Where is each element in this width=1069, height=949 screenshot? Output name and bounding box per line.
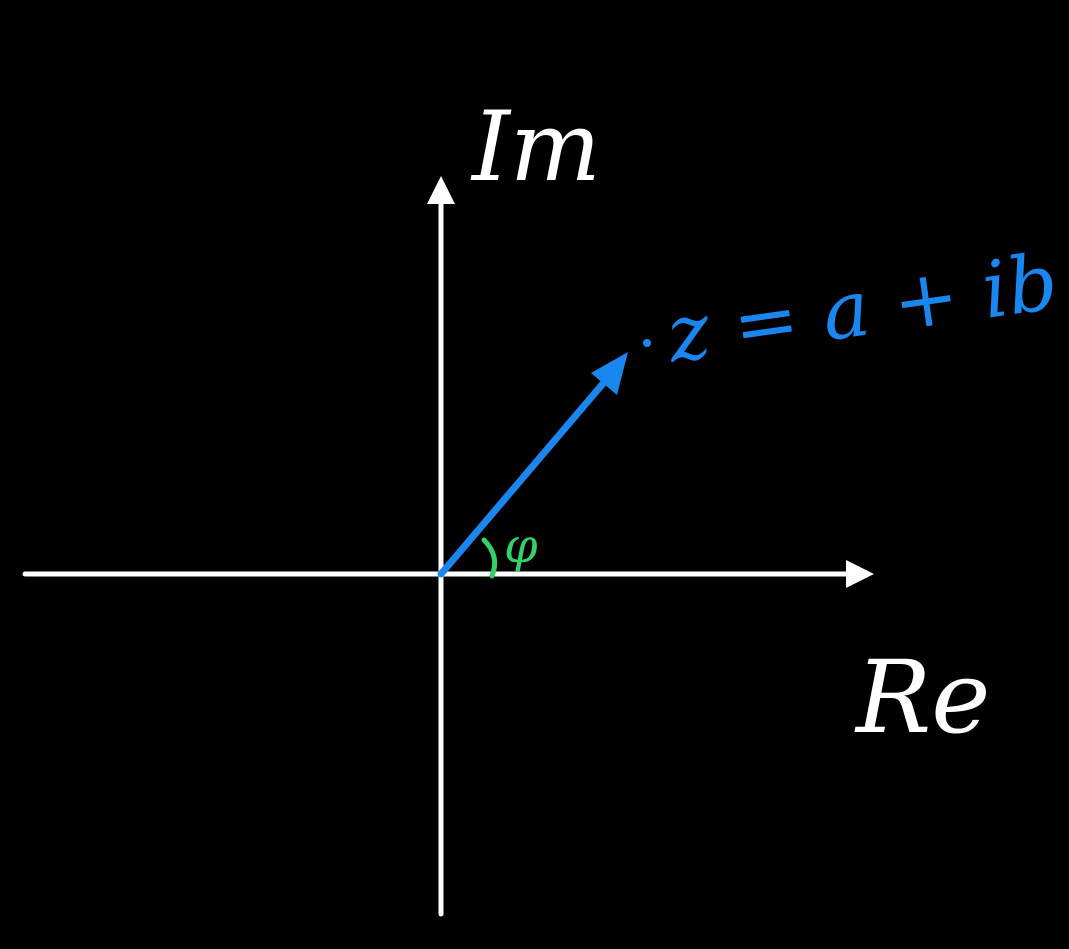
real-axis-arrowhead	[846, 560, 874, 588]
vector-z-line	[437, 376, 610, 578]
imaginary-axis-label: Im	[470, 91, 601, 203]
imaginary-axis-arrowhead	[427, 176, 455, 204]
real-axis-label: Re	[854, 639, 990, 756]
angle-label: φ	[504, 518, 538, 574]
point-z-dot	[643, 339, 651, 347]
point-z-label: z = a + ib	[661, 237, 1063, 381]
vector-z-arrowhead	[591, 352, 628, 395]
angle-arc	[481, 537, 498, 579]
